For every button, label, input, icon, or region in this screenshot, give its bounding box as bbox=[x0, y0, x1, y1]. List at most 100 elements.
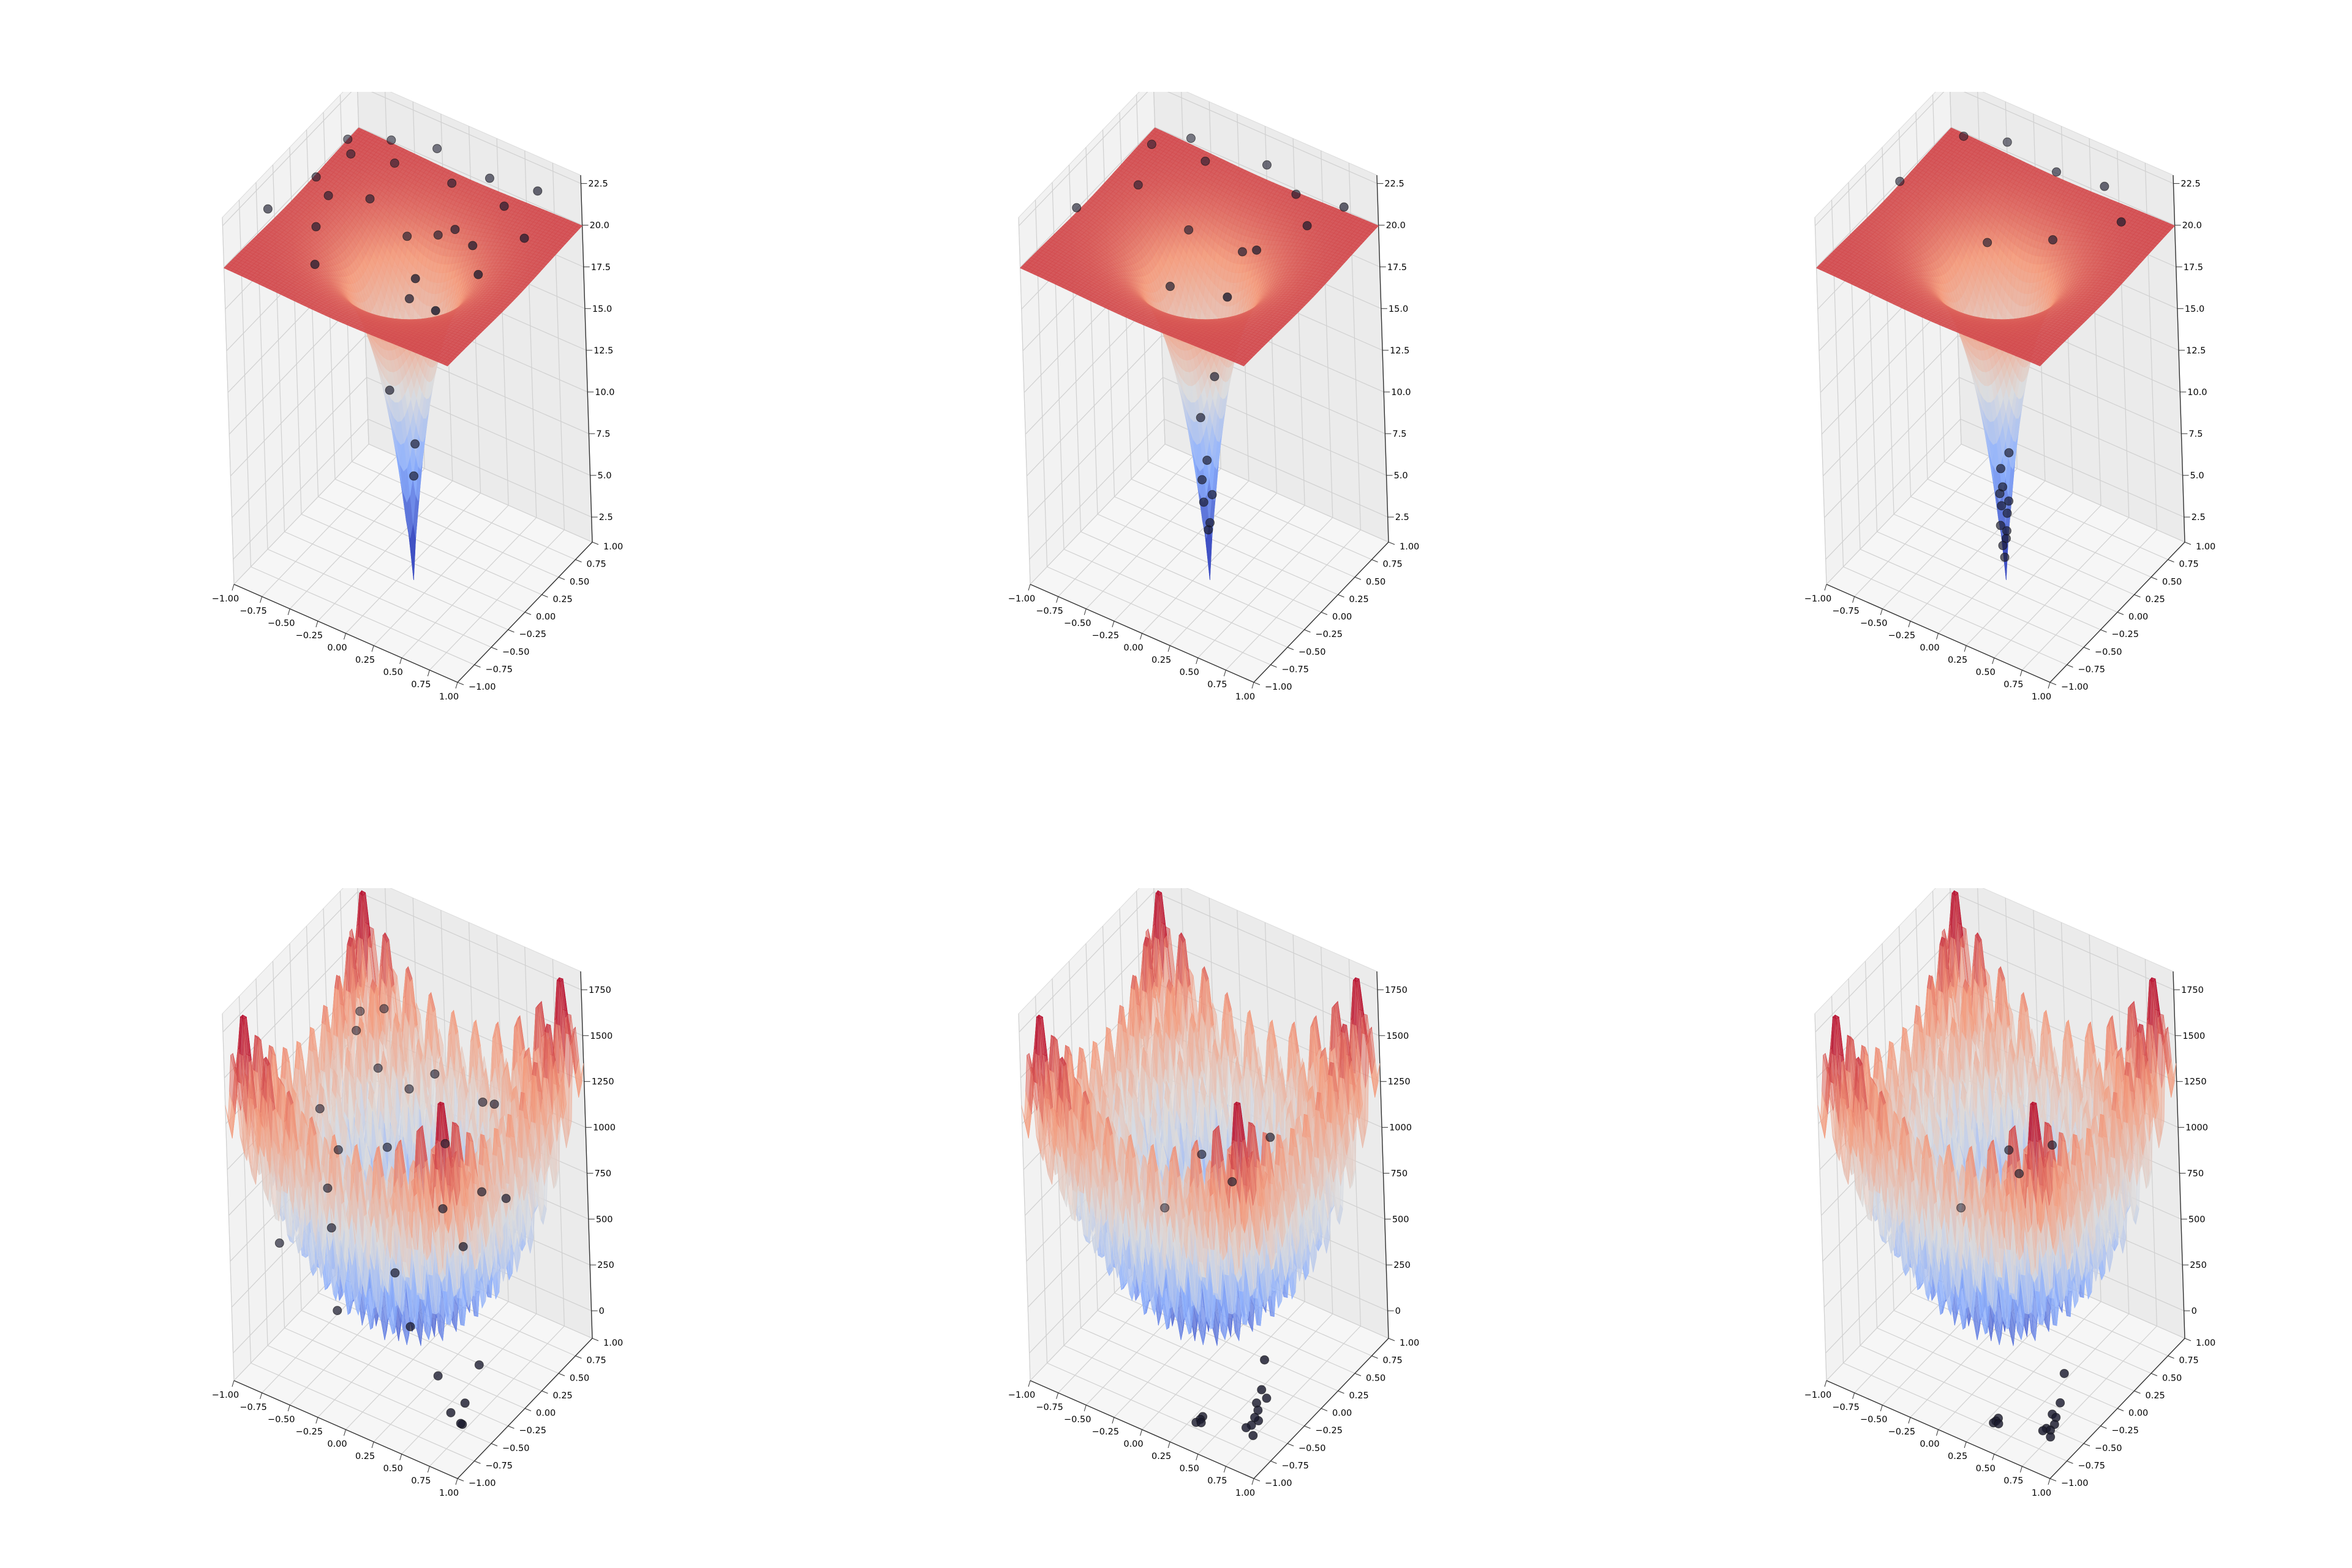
population-point bbox=[263, 204, 273, 214]
x-tick-label: 0.75 bbox=[2003, 680, 2023, 690]
population-point bbox=[1998, 482, 2008, 492]
population-points bbox=[1072, 134, 1349, 535]
population-points bbox=[274, 1004, 511, 1430]
y-tick-mark bbox=[558, 1373, 565, 1376]
x-tick-label: −1.00 bbox=[1008, 1390, 1035, 1400]
x-tick-mark bbox=[2019, 1466, 2022, 1473]
y-tick-label: 0.25 bbox=[2146, 595, 2165, 605]
population-point bbox=[499, 202, 509, 211]
y-tick-label: −0.25 bbox=[1316, 1426, 1343, 1436]
y-tick-mark bbox=[524, 612, 532, 615]
x-tick-mark bbox=[260, 1392, 263, 1400]
z-tick-label: 12.5 bbox=[1390, 346, 1409, 356]
z-tick-label: 0 bbox=[599, 1306, 605, 1316]
population-point bbox=[404, 294, 414, 304]
y-tick-label: −0.50 bbox=[2095, 1444, 2122, 1453]
population-point bbox=[1184, 225, 1194, 235]
z-tick-label: 750 bbox=[594, 1169, 611, 1178]
population-point bbox=[432, 144, 442, 154]
x-tick-mark bbox=[1908, 620, 1911, 628]
x-tick-mark bbox=[1852, 596, 1855, 603]
y-tick-mark bbox=[2168, 559, 2174, 563]
population-points bbox=[263, 134, 543, 481]
population-point bbox=[390, 1268, 400, 1278]
y-tick-label: 0.75 bbox=[2179, 1356, 2199, 1366]
population-point bbox=[450, 225, 460, 235]
x-tick-mark bbox=[1908, 1417, 1911, 1424]
population-point bbox=[274, 1238, 284, 1248]
z-tick-label: 1000 bbox=[2185, 1123, 2208, 1133]
z-tick-label: 250 bbox=[597, 1261, 614, 1270]
population-point bbox=[440, 1139, 450, 1148]
population-point bbox=[2002, 508, 2012, 518]
z-tick-label: 2.5 bbox=[1395, 513, 1409, 522]
y-tick-label: 1.00 bbox=[2196, 542, 2215, 552]
population-point bbox=[2004, 1145, 2014, 1155]
z-tick-label: 10.0 bbox=[2187, 388, 2207, 398]
x-tick-label: 1.00 bbox=[439, 1488, 459, 1498]
population-point bbox=[1996, 464, 2005, 473]
population-point bbox=[1223, 292, 1232, 302]
z-tick-label: 22.5 bbox=[2180, 179, 2200, 189]
population-point bbox=[385, 385, 394, 395]
population-point bbox=[382, 1142, 392, 1152]
y-tick-mark bbox=[2049, 1478, 2057, 1482]
population-point bbox=[402, 232, 412, 241]
population-point bbox=[1197, 1150, 1207, 1159]
x-tick-label: 0.25 bbox=[355, 1452, 375, 1461]
y-tick-mark bbox=[2134, 1390, 2141, 1394]
y-tick-label: 0.75 bbox=[587, 560, 606, 570]
population-point bbox=[410, 274, 420, 284]
x-tick-mark bbox=[1223, 1466, 1226, 1473]
z-tick-label: 17.5 bbox=[591, 263, 611, 273]
x-tick-label: −0.50 bbox=[1064, 1415, 1091, 1425]
x-tick-mark bbox=[344, 1429, 346, 1436]
population-point bbox=[2059, 1368, 2069, 1378]
y-tick-mark bbox=[2067, 664, 2073, 668]
z-tick-label: 0 bbox=[1395, 1306, 1401, 1316]
y-tick-mark bbox=[1354, 576, 1362, 580]
y-tick-label: −1.00 bbox=[2061, 1479, 2088, 1488]
z-tick-label: 15.0 bbox=[1389, 304, 1408, 314]
x-tick-label: −0.25 bbox=[296, 1427, 323, 1437]
y-tick-label: 0.50 bbox=[2162, 1373, 2182, 1383]
x-tick-label: 0.50 bbox=[1180, 1464, 1199, 1474]
y-tick-mark bbox=[1388, 541, 1395, 545]
y-tick-mark bbox=[2184, 1338, 2192, 1341]
y-tick-mark bbox=[575, 559, 582, 563]
x-tick-label: −0.25 bbox=[1092, 1427, 1119, 1437]
population-point bbox=[365, 194, 375, 204]
population-point bbox=[489, 1099, 499, 1109]
x-tick-mark bbox=[1936, 633, 1939, 640]
y-tick-mark bbox=[1354, 1373, 1362, 1376]
y-tick-label: 0.75 bbox=[1383, 560, 1403, 570]
population-point bbox=[315, 1104, 325, 1114]
population-points bbox=[1895, 131, 2126, 562]
z-tick-label: 250 bbox=[1393, 1261, 1411, 1270]
x-tick-label: 0.00 bbox=[327, 1439, 347, 1449]
y-tick-mark bbox=[1338, 594, 1344, 598]
y-tick-mark bbox=[1270, 664, 1277, 668]
y-tick-label: 0.75 bbox=[587, 1356, 606, 1366]
x-tick-label: −1.00 bbox=[1804, 594, 1831, 604]
population-point bbox=[311, 222, 321, 232]
population-point bbox=[433, 230, 443, 240]
x-tick-label: 0.75 bbox=[2003, 1476, 2023, 1486]
x-tick-label: −1.00 bbox=[212, 1390, 239, 1400]
population-point bbox=[1959, 131, 1969, 141]
y-tick-mark bbox=[541, 1390, 548, 1394]
surface bbox=[225, 890, 584, 1346]
z-tick-label: 12.5 bbox=[594, 346, 613, 356]
population-point bbox=[333, 1306, 342, 1316]
population-point bbox=[333, 1145, 343, 1155]
population-point bbox=[1199, 497, 1208, 507]
population-point bbox=[2048, 1140, 2057, 1150]
x-tick-mark bbox=[315, 620, 318, 628]
y-tick-mark bbox=[2067, 1460, 2073, 1464]
y-tick-label: 1.00 bbox=[603, 1338, 623, 1348]
population-point bbox=[433, 1371, 443, 1381]
y-tick-mark bbox=[457, 682, 464, 685]
y-tick-label: 0.50 bbox=[2162, 577, 2182, 587]
population-point bbox=[473, 270, 483, 279]
x-tick-mark bbox=[427, 669, 430, 677]
